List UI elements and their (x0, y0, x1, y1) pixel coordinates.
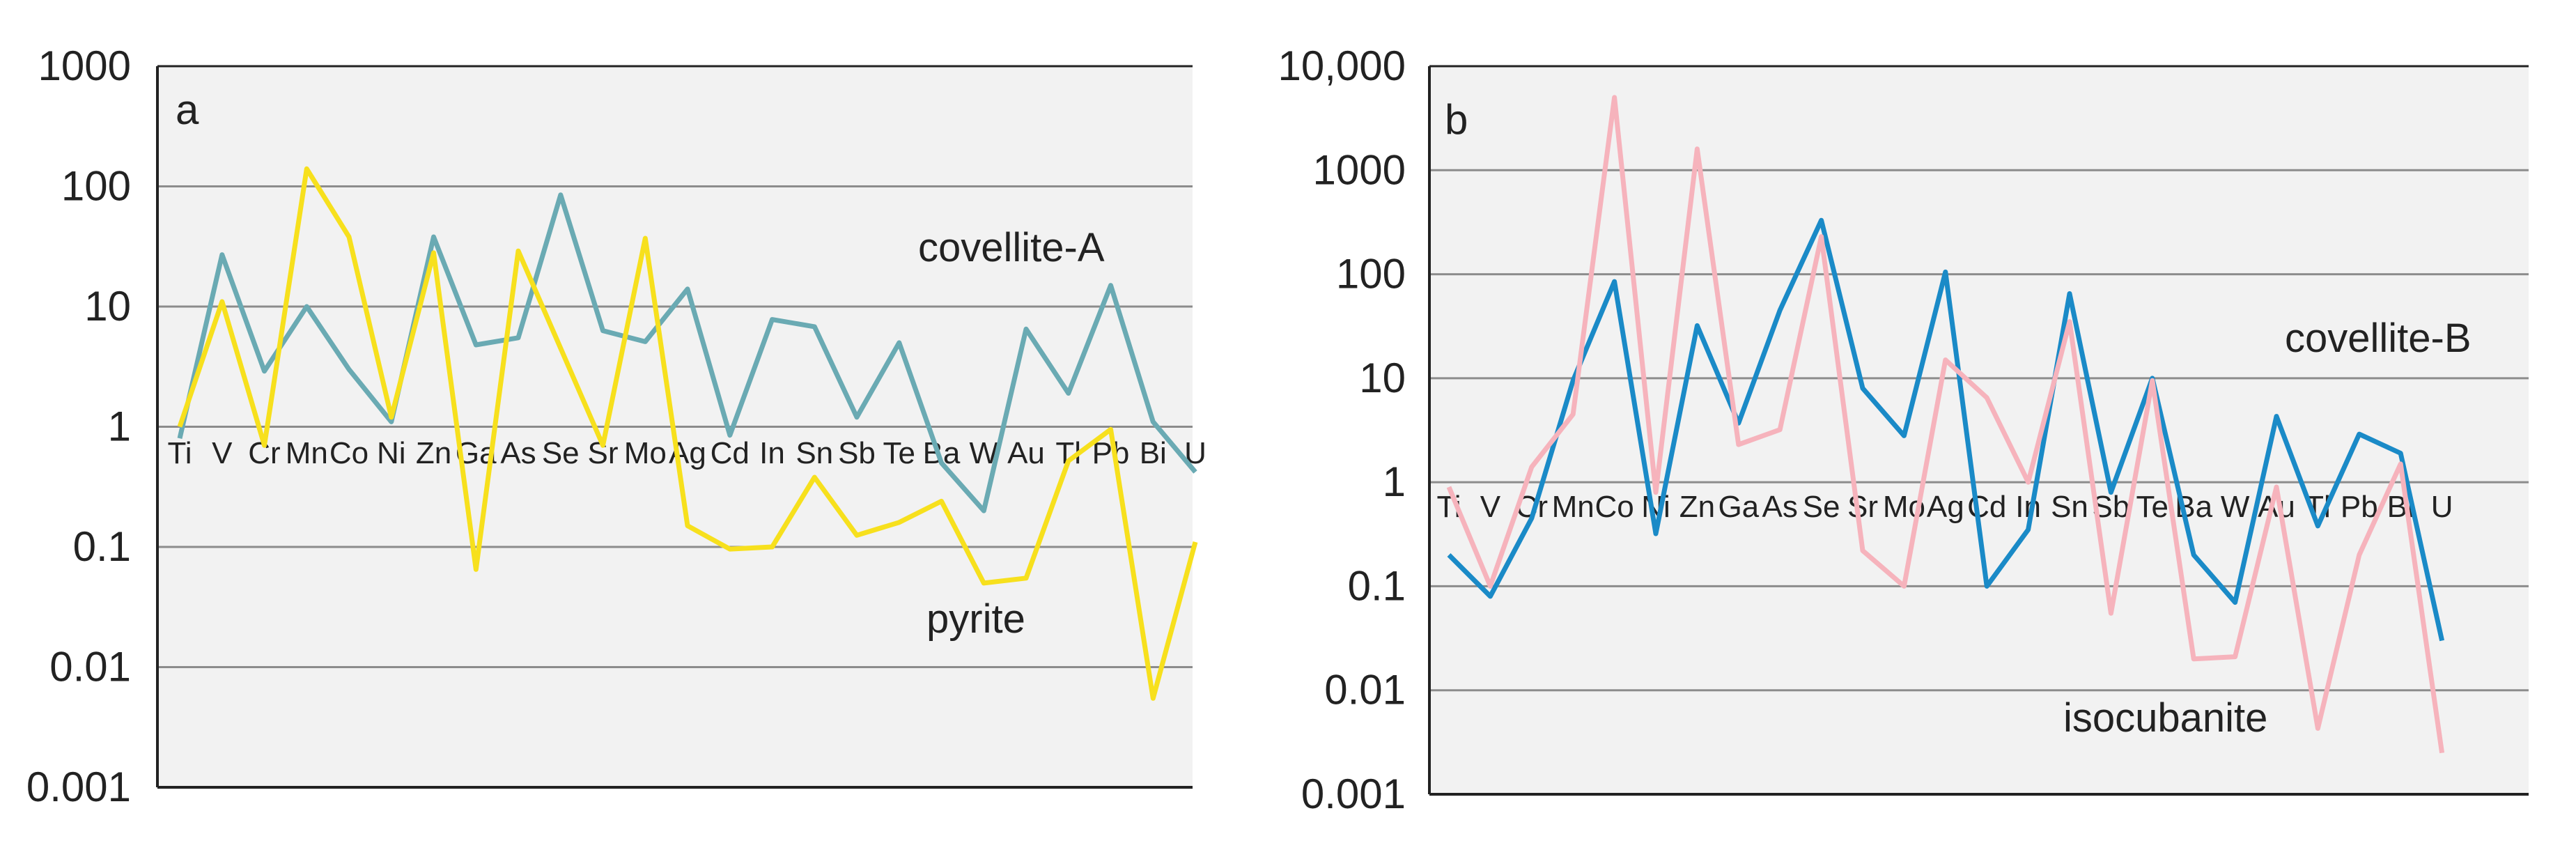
x-tick-label: Te (2136, 490, 2168, 524)
series-line-covellite-A (177, 192, 1197, 513)
x-tick-label: Mn (286, 436, 328, 470)
y-tick-label: 0.001 (26, 764, 131, 810)
y-tick-label: 1 (1383, 458, 1406, 505)
y-tick-label: 0.01 (1324, 667, 1406, 713)
x-tick-label: Zn (416, 436, 451, 470)
x-tick-label: Cd (711, 436, 750, 470)
x-tick-label: Ga (1718, 490, 1759, 524)
x-tick-label: Sn (796, 436, 833, 470)
x-tick-label: As (500, 436, 536, 470)
x-tick-label: As (1762, 490, 1798, 524)
y-tick-label: 10,000 (1278, 42, 1406, 89)
x-tick-label: Se (1803, 490, 1840, 524)
panel-a-label: a (176, 86, 199, 133)
x-tick-label: Au (1007, 436, 1045, 470)
x-tick-label: Sr (1847, 490, 1878, 524)
y-tick-label: 0.01 (49, 644, 131, 690)
y-tick-label: 100 (1336, 251, 1406, 298)
series-label: pyrite (926, 596, 1025, 642)
series-label: isocubanite (2063, 695, 2267, 741)
x-tick-label: Se (542, 436, 580, 470)
x-tick-label: Bi (1140, 436, 1167, 470)
x-tick-label: W (2221, 490, 2250, 524)
x-tick-label: V (212, 436, 233, 470)
x-tick-label: Ag (1927, 490, 1964, 524)
x-tick-label: Mn (1552, 490, 1595, 524)
series-line-isocubanite (1446, 95, 2445, 754)
x-tick-label: Sn (2051, 490, 2088, 524)
series-line-covellite-B (1447, 217, 2445, 642)
y-tick-label: 1 (108, 403, 131, 450)
x-tick-label: U (2431, 490, 2453, 524)
y-tick-label: 1000 (1313, 146, 1406, 193)
x-tick-label: Co (1595, 490, 1634, 524)
y-tick-label: 10 (84, 283, 131, 330)
y-tick-label: 0.001 (1301, 771, 1406, 817)
series-line-pyrite (177, 166, 1198, 701)
x-tick-label: Mo (624, 436, 667, 470)
x-tick-label: In (759, 436, 785, 470)
x-tick-label: V (1480, 490, 1501, 524)
series-label: covellite-A (918, 225, 1105, 270)
x-tick-label: Sb (838, 436, 876, 470)
x-tick-label: Co (329, 436, 368, 470)
y-tick-label: 1000 (38, 42, 131, 89)
x-tick-label: Ni (377, 436, 406, 470)
x-tick-label: Te (883, 436, 915, 470)
y-tick-label: 0.1 (73, 523, 131, 570)
x-tick-label: Ti (167, 436, 192, 470)
panel-b-label: b (1445, 96, 1468, 143)
y-tick-label: 0.1 (1348, 562, 1406, 609)
y-tick-label: 10 (1359, 355, 1406, 401)
y-tick-label: 100 (61, 163, 131, 210)
series-label: covellite-B (2285, 316, 2472, 361)
x-tick-label: Zn (1679, 490, 1715, 524)
x-tick-label: Pb (2341, 490, 2378, 524)
plot-area (1429, 66, 2529, 794)
